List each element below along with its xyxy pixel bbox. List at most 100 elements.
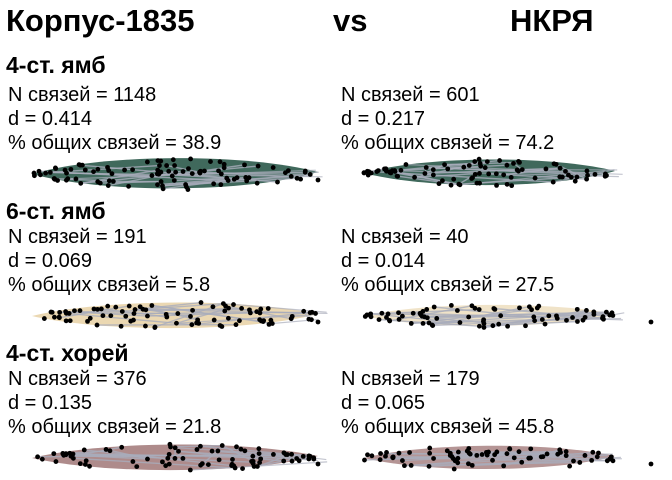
graph-iamb4-nkrya-node bbox=[476, 156, 482, 162]
graph-trochee4-corpus-node bbox=[165, 455, 171, 461]
graph-trochee4-corpus-node bbox=[167, 441, 173, 447]
graph-iamb4-nkrya-node bbox=[389, 168, 395, 174]
graph-trochee4-nkrya-node bbox=[455, 460, 461, 466]
graph-iamb6-corpus-node bbox=[131, 317, 136, 323]
graph-iamb6-nkrya-node bbox=[476, 323, 482, 329]
graph-iamb4-corpus-edge bbox=[50, 171, 152, 177]
graph-iamb4-corpus-node bbox=[208, 159, 213, 164]
graph-iamb6-nkrya-node bbox=[481, 317, 487, 323]
graph-iamb4-nkrya-edge bbox=[394, 159, 500, 172]
graph-iamb4-nkrya-node bbox=[574, 174, 580, 180]
graph-iamb6-nkrya-node bbox=[424, 307, 430, 312]
graph-iamb6-nkrya-node bbox=[417, 310, 423, 316]
graph-iamb4-corpus-node bbox=[154, 171, 160, 177]
graph-trochee4-corpus-edge bbox=[105, 448, 148, 460]
graph-iamb6-corpus-node bbox=[63, 310, 69, 316]
graph-iamb4-nkrya-node bbox=[508, 174, 514, 180]
graph-iamb6-corpus-edge bbox=[303, 310, 309, 319]
graph-iamb6-nkrya-node bbox=[476, 307, 482, 312]
graph-iamb6-corpus-node bbox=[72, 308, 77, 314]
graph-iamb4-corpus-edge bbox=[54, 169, 316, 180]
graph-iamb6-nkrya-node bbox=[603, 309, 609, 315]
graph-iamb4-corpus-edge bbox=[199, 171, 313, 176]
graph-iamb4-corpus-node bbox=[189, 171, 195, 176]
graph-trochee4-nkrya-node bbox=[507, 446, 513, 452]
graph-iamb4-corpus-edge bbox=[38, 170, 229, 182]
graph-trochee4-nkrya-node bbox=[484, 452, 490, 458]
graph-iamb4-corpus-node bbox=[64, 170, 69, 176]
graph-iamb6-nkrya-node bbox=[607, 312, 613, 318]
graph-iamb6-corpus-node bbox=[85, 318, 90, 324]
graph-trochee4-corpus-node bbox=[61, 452, 67, 458]
graph-iamb4-nkrya-node bbox=[368, 170, 374, 176]
graph-trochee4-nkrya-node bbox=[571, 458, 576, 464]
graph-trochee4-corpus-node bbox=[231, 463, 237, 469]
graph-trochee4-nkrya-node bbox=[365, 452, 370, 458]
graph-iamb6-corpus-edge bbox=[134, 301, 202, 311]
graph-trochee4-corpus-node bbox=[62, 451, 68, 457]
graph-trochee4-corpus-edge bbox=[65, 454, 309, 457]
graph-iamb4-corpus-node bbox=[183, 182, 189, 187]
vs-label: vs bbox=[333, 3, 368, 38]
graph-iamb6-corpus-node bbox=[219, 324, 225, 329]
graph-iamb4-nkrya-edge bbox=[392, 170, 619, 178]
graph-trochee4-nkrya-edge bbox=[530, 451, 593, 459]
graph-iamb4-corpus-node bbox=[169, 173, 175, 179]
graph-trochee4-nkrya-edge bbox=[404, 461, 580, 467]
graph-iamb6-corpus-node bbox=[313, 311, 318, 316]
graph-iamb6-nkrya-edge bbox=[534, 317, 622, 322]
graph-iamb4-corpus-node bbox=[105, 183, 111, 188]
graph-iamb4-nkrya-node bbox=[486, 171, 492, 177]
graph-iamb4-nkrya-node bbox=[572, 178, 578, 184]
graph-iamb4-corpus-node bbox=[173, 169, 179, 175]
graph-trochee4-corpus-node bbox=[70, 455, 76, 461]
graph-iamb4-nkrya-node bbox=[509, 183, 515, 189]
graph-trochee4-corpus-edge bbox=[200, 450, 219, 466]
graph-trochee4-corpus-node bbox=[60, 451, 66, 456]
graph-iamb6-nkrya-node bbox=[601, 316, 606, 322]
graph-iamb4-nkrya-edge bbox=[424, 167, 427, 174]
d-nkrya-iamb4: d = 0.217 bbox=[341, 108, 425, 130]
graph-iamb4-nkrya-node bbox=[445, 166, 451, 172]
graph-trochee4-nkrya-edge bbox=[380, 452, 613, 455]
graph-iamb6-corpus-edge bbox=[59, 307, 242, 314]
graph-trochee4-nkrya-node bbox=[450, 456, 456, 461]
graph-trochee4-corpus-node bbox=[176, 448, 181, 454]
graph-iamb6-nkrya-node bbox=[426, 320, 432, 326]
graph-trochee4-corpus-node bbox=[103, 447, 109, 452]
graph-iamb6-nkrya-edge bbox=[436, 317, 499, 325]
graph-trochee4-nkrya-node bbox=[557, 447, 563, 453]
graph-trochee4-corpus-node bbox=[134, 464, 140, 470]
graph-trochee4-nkrya-node bbox=[384, 450, 389, 455]
graph-iamb6-corpus-node bbox=[288, 316, 294, 322]
graph-trochee4-nkrya-node bbox=[486, 449, 491, 455]
graph-trochee4-corpus-node bbox=[250, 461, 256, 467]
graph-trochee4-nkrya-node bbox=[466, 446, 472, 451]
graph-iamb4-corpus-edge bbox=[168, 170, 292, 178]
graph-iamb4-corpus-node bbox=[144, 159, 150, 165]
graph-iamb6-nkrya-hull bbox=[364, 304, 615, 326]
graph-iamb4-corpus-node bbox=[158, 169, 164, 175]
graph-trochee4-nkrya-node bbox=[610, 458, 616, 464]
graph-iamb6-corpus-node bbox=[164, 314, 170, 320]
graph-iamb6-nkrya-node bbox=[582, 314, 588, 320]
graph-iamb6-nkrya-node bbox=[575, 319, 580, 324]
graph-trochee4-corpus-edge bbox=[70, 446, 122, 457]
graph-iamb6-nkrya-node bbox=[542, 321, 548, 327]
graph-trochee4-corpus-node bbox=[306, 453, 312, 459]
graph-iamb4-nkrya-edge bbox=[394, 164, 507, 172]
graph-iamb6-corpus-edge bbox=[142, 308, 191, 318]
graph-iamb4-nkrya-node bbox=[365, 172, 371, 178]
graph-iamb4-corpus-node bbox=[270, 165, 276, 170]
graph-iamb6-corpus-node bbox=[143, 307, 149, 313]
graph-iamb4-corpus-node bbox=[155, 182, 160, 188]
graph-iamb4-corpus-node bbox=[198, 168, 203, 174]
graph-trochee4-corpus-node bbox=[119, 444, 125, 450]
graph-trochee4-nkrya-edge bbox=[450, 453, 548, 457]
graph-trochee4-nkrya-node bbox=[390, 454, 396, 460]
graph-iamb4-corpus-node bbox=[164, 163, 170, 168]
graph-iamb4-corpus-node bbox=[288, 174, 294, 179]
graph-iamb4-nkrya-node bbox=[568, 174, 574, 180]
graph-trochee4-nkrya-node bbox=[466, 450, 472, 456]
graph-iamb4-corpus-node bbox=[73, 176, 79, 182]
